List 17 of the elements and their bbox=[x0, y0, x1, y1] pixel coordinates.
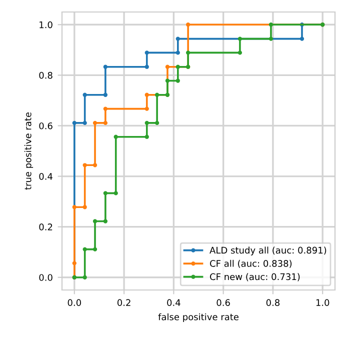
y-axis-title: true positive rate bbox=[24, 112, 34, 190]
legend-label: CF all (auc: 0.838) bbox=[210, 260, 292, 268]
x-tick-label: 0.4 bbox=[167, 299, 180, 306]
x-tick-label: 1.0 bbox=[316, 299, 330, 306]
x-tick-label: 0.2 bbox=[117, 299, 130, 306]
x-tick-label: 0.8 bbox=[266, 299, 280, 306]
x-axis-title: false positive rate bbox=[158, 313, 238, 322]
x-tick-label: 0.6 bbox=[216, 299, 230, 306]
y-tick-label: 0.0 bbox=[39, 274, 52, 281]
y-tick-label: 0.2 bbox=[39, 224, 52, 230]
x-tick-label: 0.0 bbox=[68, 299, 81, 306]
y-tick-label: 0.6 bbox=[39, 122, 52, 130]
legend-label: ALD study all (auc: 0.891) bbox=[210, 246, 326, 256]
y-tick-label: 0.8 bbox=[39, 72, 52, 79]
y-tick-label: 0.4 bbox=[39, 173, 52, 180]
legend-label: CF new (auc: 0.731) bbox=[210, 273, 300, 282]
y-tick-label: 1.0 bbox=[40, 21, 52, 28]
